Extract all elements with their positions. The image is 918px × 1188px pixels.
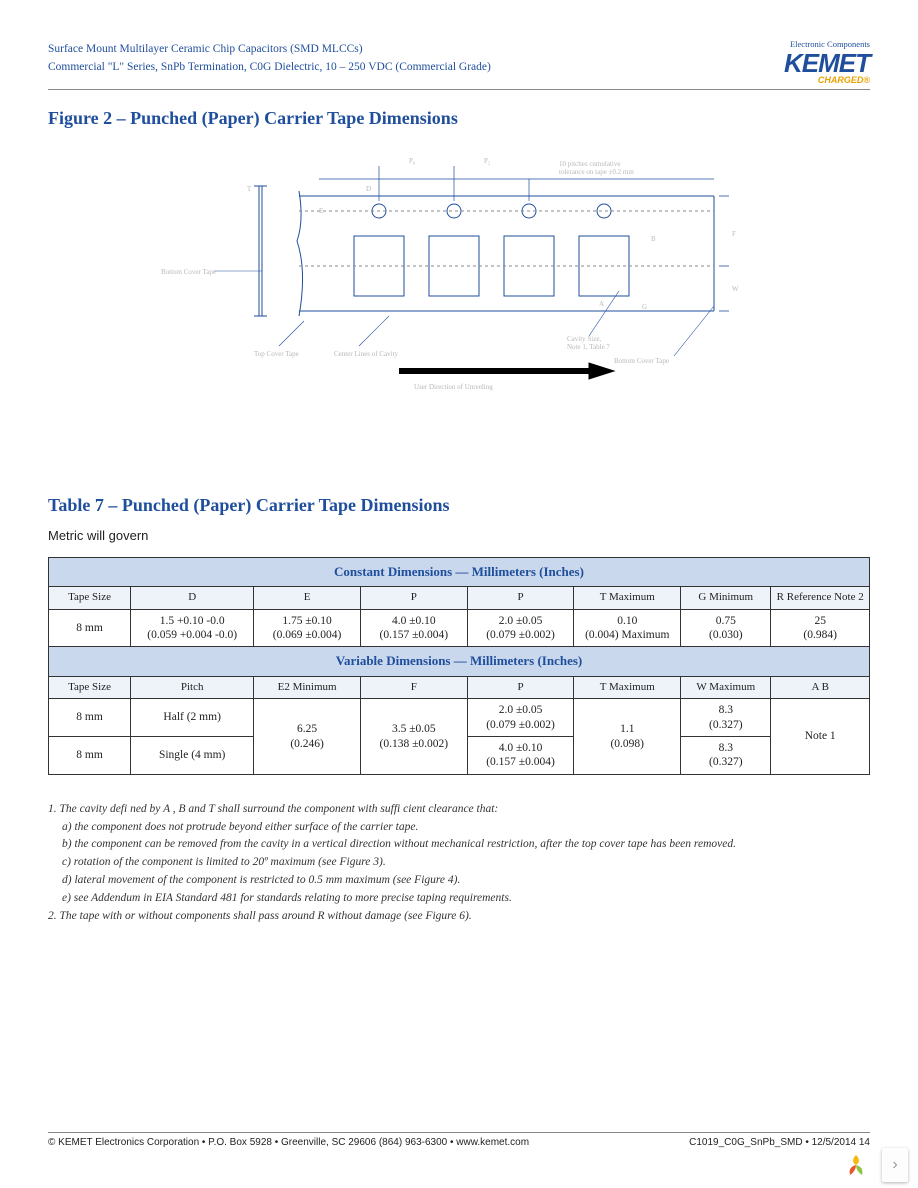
vcol-w: W Maximum	[681, 676, 771, 699]
table-row: 8 mm Half (2 mm) 6.25 (0.246) 3.5 ±0.05 …	[49, 699, 870, 737]
figure-title: Figure 2 – Punched (Paper) Carrier Tape …	[48, 108, 870, 129]
svg-text:Top Cover Tape: Top Cover Tape	[254, 350, 299, 358]
svg-text:Note 1, Table 7: Note 1, Table 7	[567, 343, 610, 351]
svg-text:P₂: P₂	[484, 157, 491, 165]
page-footer: © KEMET Electronics Corporation • P.O. B…	[48, 1132, 870, 1148]
footer-right: C1019_C0G_SnPb_SMD • 12/5/2014 14	[689, 1137, 870, 1148]
cell: 4.0 ±0.10 (0.157 ±0.004)	[360, 609, 467, 647]
vcol-f: F	[360, 676, 467, 699]
svg-text:A: A	[599, 300, 604, 308]
chevron-right-icon: ›	[892, 1156, 897, 1174]
svg-text:P₀: P₀	[409, 157, 416, 165]
note-1: 1. The cavity defi ned by A , B and T sh…	[48, 801, 870, 819]
cell: 8.3 (0.327)	[681, 737, 771, 775]
svg-text:T: T	[247, 185, 252, 193]
col-r: R Reference Note 2	[771, 586, 870, 609]
note-1b: b) the component can be removed from the…	[48, 836, 870, 854]
figure-diagram: 10 pitches cumulative tolerance on tape …	[159, 141, 759, 421]
col-p2: P	[467, 586, 574, 609]
svg-text:tolerance on tape ±0.2 mm: tolerance on tape ±0.2 mm	[559, 168, 634, 176]
vcol-tape-size: Tape Size	[49, 676, 131, 699]
vcol-pitch: Pitch	[131, 676, 254, 699]
nav-widget: ›	[842, 1148, 908, 1182]
note-1a: a) the component does not protrude beyon…	[48, 819, 870, 837]
cell: 8 mm	[49, 609, 131, 647]
col-p1: P	[360, 586, 467, 609]
note-1e: e) see Addendum in EIA Standard 481 for …	[48, 890, 870, 908]
svg-text:Bottom Cover Tape: Bottom Cover Tape	[614, 357, 669, 365]
cell: Single (4 mm)	[131, 737, 254, 775]
table-row: 8 mm 1.5 +0.10 -0.0 (0.059 +0.004 -0.0) …	[49, 609, 870, 647]
vcol-e2: E2 Minimum	[254, 676, 361, 699]
next-page-button[interactable]: ›	[882, 1148, 908, 1182]
table-title: Table 7 – Punched (Paper) Carrier Tape D…	[48, 495, 870, 516]
cell: 25 (0.984)	[771, 609, 870, 647]
svg-text:Cavity Size,: Cavity Size,	[567, 335, 601, 343]
cell: 6.25 (0.246)	[254, 699, 361, 775]
footnotes: 1. The cavity defi ned by A , B and T sh…	[48, 801, 870, 926]
col-d: D	[131, 586, 254, 609]
cell: 8 mm	[49, 737, 131, 775]
vcol-ab: A B	[771, 676, 870, 699]
col-e: E	[254, 586, 361, 609]
header-line1: Surface Mount Multilayer Ceramic Chip Ca…	[48, 40, 491, 58]
vcol-t: T Maximum	[574, 676, 681, 699]
note-1d: d) lateral movement of the component is …	[48, 872, 870, 890]
note-2: 2. The tape with or without components s…	[48, 908, 870, 926]
cell: 1.1 (0.098)	[574, 699, 681, 775]
cell: Half (2 mm)	[131, 699, 254, 737]
cell: 8.3 (0.327)	[681, 699, 771, 737]
brand-logo: Electronic Components KEMET CHARGED®	[784, 40, 870, 85]
constant-header: Constant Dimensions — Millimeters (Inche…	[49, 557, 870, 586]
logo-text: KEMET	[784, 50, 870, 76]
vcol-p: P	[467, 676, 574, 699]
svg-text:F: F	[732, 230, 736, 238]
svg-text:G: G	[642, 303, 647, 311]
svg-text:Bottom Cover Tape: Bottom Cover Tape	[161, 268, 216, 276]
cell: 2.0 ±0.05 (0.079 ±0.002)	[467, 609, 574, 647]
header-line2: Commercial "L" Series, SnPb Termination,…	[48, 58, 491, 76]
nav-logo-icon[interactable]	[842, 1151, 870, 1179]
cell: 8 mm	[49, 699, 131, 737]
cell: 1.75 ±0.10 (0.069 ±0.004)	[254, 609, 361, 647]
cell: 3.5 ±0.05 (0.138 ±0.002)	[360, 699, 467, 775]
svg-text:10 pitches cumulative: 10 pitches cumulative	[559, 160, 620, 168]
header-text: Surface Mount Multilayer Ceramic Chip Ca…	[48, 40, 491, 77]
cell: 4.0 ±0.10 (0.157 ±0.004)	[467, 737, 574, 775]
cell: Note 1	[771, 699, 870, 775]
cell: 0.10 (0.004) Maximum	[574, 609, 681, 647]
footer-left: © KEMET Electronics Corporation • P.O. B…	[48, 1137, 529, 1148]
variable-header: Variable Dimensions — Millimeters (Inche…	[49, 647, 870, 676]
col-g: G Minimum	[681, 586, 771, 609]
svg-text:Center Lines of Cavity: Center Lines of Cavity	[334, 350, 398, 358]
svg-text:W: W	[732, 285, 739, 293]
col-tape-size: Tape Size	[49, 586, 131, 609]
svg-text:D: D	[366, 185, 371, 193]
col-t: T Maximum	[574, 586, 681, 609]
note-1c: c) rotation of the component is limited …	[48, 854, 870, 872]
cell: 0.75 (0.030)	[681, 609, 771, 647]
page-header: Surface Mount Multilayer Ceramic Chip Ca…	[48, 40, 870, 90]
cell: 1.5 +0.10 -0.0 (0.059 +0.004 -0.0)	[131, 609, 254, 647]
svg-text:User Direction of Unreeling: User Direction of Unreeling	[414, 383, 493, 391]
svg-text:E: E	[319, 207, 323, 215]
svg-text:B: B	[651, 235, 656, 243]
cell: 2.0 ±0.05 (0.079 ±0.002)	[467, 699, 574, 737]
table-caption: Metric will govern	[48, 528, 870, 543]
dimensions-table: Constant Dimensions — Millimeters (Inche…	[48, 557, 870, 775]
